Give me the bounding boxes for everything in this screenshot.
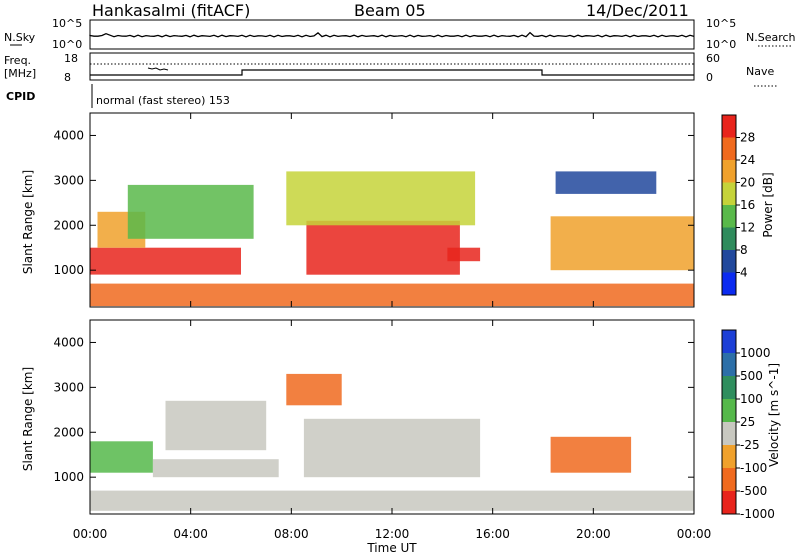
echo-region-7: [555, 171, 657, 194]
colorbar-segment: [722, 160, 736, 183]
colorbar-segment: [722, 445, 736, 468]
colorbar-segment: [722, 137, 736, 160]
echo-region-1: [152, 459, 279, 478]
freq-unit-label: [MHz]: [4, 67, 36, 80]
nave-dip: [147, 67, 169, 71]
echo-region-3: [306, 220, 460, 275]
colorbar-segment: [722, 468, 736, 491]
x-tick-label: 00:00: [73, 527, 108, 541]
noise-axis-top-left: 10^5: [52, 17, 82, 30]
velocity-colorbar-ticks: 1000 500 100 25 -25 -100 -500 -1000: [736, 346, 775, 521]
velocity-heatmap: [90, 373, 694, 511]
nave-axis-bottom: 0: [706, 71, 713, 84]
colorbar-segment: [722, 399, 736, 422]
echo-region-0: [90, 441, 153, 473]
nsearch-label: N.Search: [746, 31, 796, 44]
colorbar-tick-label: 28: [740, 131, 755, 145]
x-tick-label: 20:00: [576, 527, 611, 541]
x-tick-label: 08:00: [274, 527, 309, 541]
time-x-axis: 00:00 04:00 08:00 12:00 16:00 20:00 00:00: [73, 113, 712, 541]
echo-region-8: [90, 283, 694, 307]
echo-region-2: [165, 400, 267, 451]
colorbar-segment: [722, 330, 736, 353]
power-heatmap: [90, 171, 694, 307]
y-tick-label: 4000: [53, 335, 84, 349]
noise-axis-bottom-left: 10^0: [52, 38, 82, 51]
cpid-label: CPID: [6, 90, 35, 103]
nave-label: Nave: [746, 65, 774, 78]
x-tick-label: 16:00: [475, 527, 510, 541]
y-tick-label: 3000: [53, 380, 84, 394]
colorbar-tick-label: 24: [740, 153, 755, 167]
colorbar-tick-label: -100: [740, 461, 767, 475]
noise-axis-top-right: 10^5: [706, 17, 736, 30]
echo-region-2: [127, 184, 254, 239]
freq-axis-bottom: 8: [64, 71, 71, 84]
x-tick-label: 04:00: [173, 527, 208, 541]
echo-region-6: [90, 490, 694, 511]
colorbar-tick-label: -25: [740, 438, 760, 452]
y-tick-label: 2000: [53, 425, 84, 439]
colorbar-segment: [722, 205, 736, 228]
colorbar-tick-label: 12: [740, 221, 755, 235]
echo-region-5: [550, 436, 632, 473]
power-colorbar: [721, 114, 737, 296]
colorbar-segment: [722, 250, 736, 273]
power-y-label: Slant Range [km]: [21, 170, 35, 274]
noise-axis-bottom-right: 10^0: [706, 38, 736, 51]
freq-line: [90, 69, 694, 76]
velocity-y-label: Slant Range [km]: [21, 367, 35, 471]
y-tick-label: 1000: [53, 470, 84, 484]
x-tick-label: 12:00: [375, 527, 410, 541]
colorbar-tick-label: 8: [740, 243, 748, 257]
velocity-colorbar-label: Velocity [m s^-1]: [767, 363, 781, 467]
x-axis-label: Time UT: [366, 541, 417, 554]
colorbar-tick-label: 16: [740, 198, 755, 212]
colorbar-tick-label: 1000: [740, 346, 771, 360]
colorbar-tick-label: -1000: [740, 507, 775, 521]
echo-region-6: [550, 216, 694, 271]
colorbar-segment: [722, 422, 736, 445]
colorbar-segment: [722, 272, 736, 295]
colorbar-segment: [722, 353, 736, 376]
power-colorbar-ticks: 4 8 12 16 20 24 28: [736, 131, 755, 280]
beam-title: Beam 05: [354, 1, 426, 20]
colorbar-tick-label: 4: [740, 266, 748, 280]
echo-region-3: [303, 418, 481, 478]
colorbar-segment: [722, 227, 736, 250]
colorbar-tick-label: 500: [740, 369, 763, 383]
cpid-text: normal (fast stereo) 153: [96, 94, 230, 107]
colorbar-tick-label: 100: [740, 392, 763, 406]
power-y-axis: 1000 2000 3000 4000: [53, 128, 694, 277]
nave-axis-top: 60: [706, 52, 720, 65]
noise-sky-line: [89, 31, 695, 38]
freq-label: Freq.: [4, 54, 31, 67]
colorbar-segment: [722, 376, 736, 399]
colorbar-tick-label: -500: [740, 484, 767, 498]
velocity-colorbar: [721, 329, 737, 515]
echo-region-0: [90, 247, 241, 275]
colorbar-tick-label: 25: [740, 415, 755, 429]
echo-region-5: [447, 247, 481, 262]
colorbar-segment: [722, 491, 736, 514]
freq-axis-top: 18: [64, 52, 78, 65]
x-tick-label: 00:00: [677, 527, 712, 541]
y-tick-label: 4000: [53, 128, 84, 142]
freq-panel: [89, 52, 695, 81]
velocity-y-axis: 1000 2000 3000 4000: [53, 335, 694, 484]
y-tick-label: 1000: [53, 263, 84, 277]
nsky-label: N.Sky: [4, 31, 36, 44]
y-tick-label: 3000: [53, 173, 84, 187]
echo-region-4: [286, 373, 342, 406]
colorbar-segment: [722, 115, 736, 138]
power-colorbar-label: Power [dB]: [761, 172, 775, 237]
colorbar-tick-label: 20: [740, 176, 755, 190]
echo-region-4: [286, 171, 476, 226]
station-title: Hankasalmi (fitACF): [92, 1, 250, 20]
y-tick-label: 2000: [53, 218, 84, 232]
colorbar-segment: [722, 182, 736, 205]
noise-panel: [89, 19, 695, 50]
date-title: 14/Dec/2011: [586, 1, 689, 20]
